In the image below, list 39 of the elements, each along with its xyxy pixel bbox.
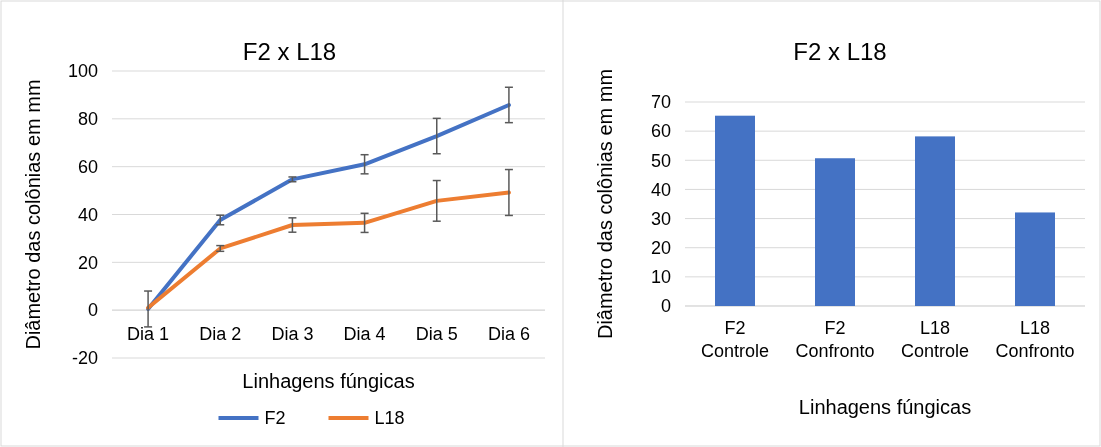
- line-series: [146, 102, 511, 311]
- legend-label: F2: [264, 408, 286, 429]
- x-axis-title: Linhagens fúngicas: [798, 396, 972, 418]
- x-tick-label: F2 Controle: [700, 318, 770, 361]
- x-tick-label: L18 Confronto: [995, 318, 1075, 361]
- y-axis-title: Diâmetro das colônias em mm: [22, 79, 44, 350]
- y-tick-label: 50: [650, 150, 671, 171]
- legend-label: L18: [374, 408, 405, 429]
- bar: [915, 136, 955, 306]
- y-tick-label: 30: [650, 208, 671, 229]
- y-tick-label: 20: [77, 252, 98, 273]
- y-tick-label: 70: [650, 92, 671, 113]
- x-tick-label: Dia 6: [487, 324, 530, 345]
- bar: [715, 115, 755, 306]
- y-tick-label: 10: [650, 267, 671, 288]
- x-tick-label: Dia 1: [127, 324, 170, 345]
- y-tick-label: 0: [87, 300, 98, 321]
- y-tick-label: 80: [77, 109, 98, 130]
- chart-title: F2 x L18: [242, 38, 337, 65]
- y-tick-label: 0: [660, 296, 671, 317]
- x-tick-label: Dia 2: [199, 324, 242, 345]
- bar: [815, 158, 855, 306]
- y-tick-label: 60: [650, 121, 671, 142]
- x-tick-label: Dia 4: [343, 324, 386, 345]
- x-axis-title: Linhagens fúngicas: [242, 370, 415, 392]
- x-tick-label: L18 Controle: [900, 318, 970, 361]
- x-tick-label: F2 Confronto: [795, 318, 875, 361]
- y-tick-label: 20: [650, 238, 671, 259]
- line-series: [146, 190, 511, 310]
- y-axis-title: Diâmetro das colônias em mm: [594, 68, 616, 340]
- y-tick-label: 60: [77, 156, 98, 177]
- y-tick-label: -20: [71, 348, 98, 369]
- x-tick-label: Dia 3: [271, 324, 314, 345]
- bar: [1015, 212, 1055, 306]
- chart-title: F2 x L18: [793, 38, 887, 65]
- y-tick-label: 40: [77, 204, 98, 225]
- x-tick-label: Dia 5: [415, 324, 458, 345]
- y-tick-label: 100: [67, 61, 98, 82]
- y-tick-label: 40: [650, 179, 671, 200]
